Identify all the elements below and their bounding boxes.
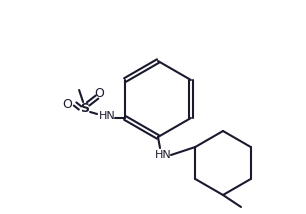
Text: O: O bbox=[94, 86, 104, 100]
Text: S: S bbox=[80, 101, 90, 114]
Text: HN: HN bbox=[155, 150, 171, 160]
Text: HN: HN bbox=[99, 111, 115, 121]
Text: O: O bbox=[62, 98, 72, 110]
